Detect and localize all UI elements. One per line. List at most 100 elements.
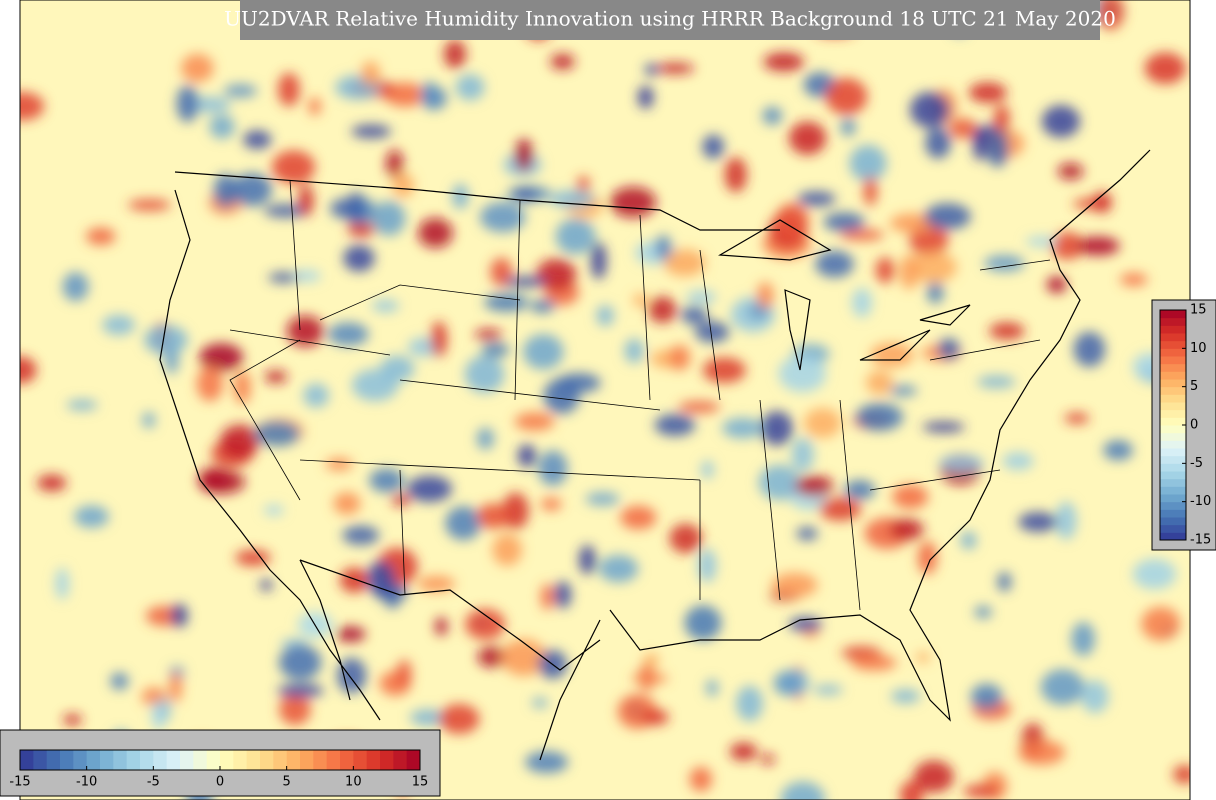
humidity-blob <box>384 591 401 609</box>
humidity-blob <box>1096 0 1125 30</box>
humidity-blob <box>899 780 924 800</box>
humidity-blob <box>1017 740 1065 765</box>
humidity-blob <box>417 575 456 592</box>
humidity-blob <box>724 157 747 193</box>
humidity-blob <box>1055 501 1077 540</box>
humidity-blob <box>778 355 827 393</box>
humidity-blob <box>909 251 957 283</box>
humidity-blob <box>277 72 300 107</box>
colorbar-step <box>353 750 368 770</box>
colorbar-step <box>1160 517 1186 526</box>
humidity-blob <box>523 334 564 370</box>
humidity-blob <box>342 525 380 545</box>
humidity-blob <box>819 497 862 521</box>
humidity-blob <box>1144 52 1186 84</box>
colorbar-step <box>1160 471 1186 480</box>
humidity-blob <box>825 78 868 115</box>
colorbar-tick-label: 15 <box>412 775 429 790</box>
humidity-blob <box>888 385 918 397</box>
humidity-blob <box>1076 236 1120 256</box>
humidity-blob <box>209 114 235 139</box>
humidity-blob <box>142 412 156 429</box>
colorbar-step <box>60 750 74 770</box>
humidity-blob <box>243 130 272 149</box>
humidity-blob <box>917 541 938 575</box>
humidity-blob <box>333 492 361 515</box>
colorbar-step <box>1160 486 1186 495</box>
humidity-blob <box>641 709 669 726</box>
humidity-blob <box>771 572 818 598</box>
humidity-blob <box>343 244 375 272</box>
boundaries <box>159 149 1151 761</box>
humidity-blob <box>102 314 136 336</box>
humidity-blob <box>63 714 82 726</box>
humidity-blob <box>577 175 590 194</box>
colorbar-step <box>1160 509 1186 518</box>
colorbar-step <box>1160 310 1186 319</box>
humidity-blob <box>788 617 823 632</box>
humidity-blob <box>855 403 904 431</box>
colorbar-step <box>1160 455 1186 464</box>
humidity-blob <box>110 672 129 690</box>
colorbar-step <box>206 750 221 770</box>
colorbar-tick-label: 5 <box>1190 379 1198 394</box>
humidity-blob <box>684 605 722 641</box>
humidity-blob <box>169 672 182 703</box>
colorbar-step <box>1160 402 1186 411</box>
colorbar-step <box>366 750 381 770</box>
colorbar-tick-label: -15 <box>1190 533 1211 548</box>
humidity-blob <box>983 255 1025 272</box>
humidity-blob <box>803 407 842 439</box>
humidity-blob <box>543 378 580 414</box>
humidity-blob <box>823 212 865 232</box>
humidity-blob <box>371 299 400 313</box>
humidity-blob <box>697 548 717 583</box>
humidity-blob <box>970 683 1003 710</box>
title-box <box>240 0 1100 40</box>
humidity-blob <box>325 458 353 471</box>
colorbar-step <box>220 750 234 770</box>
humidity-blob <box>477 646 507 668</box>
humidity-blob <box>1046 276 1067 294</box>
humidity-blob <box>924 203 971 230</box>
colorbar-step <box>1160 317 1186 326</box>
border <box>174 171 780 761</box>
humidity-blob <box>396 659 412 688</box>
humidity-blob <box>438 703 480 734</box>
humidity-blob <box>851 655 897 671</box>
colorbar-step <box>340 750 354 770</box>
humidity-blob <box>512 187 538 202</box>
humidity-blob <box>220 424 260 458</box>
colorbar-step <box>1160 333 1186 342</box>
humidity-blob <box>1025 236 1058 247</box>
humidity-blob <box>231 173 273 207</box>
humidity-blob <box>271 150 316 184</box>
humidity-blob <box>481 342 510 358</box>
humidity-blob <box>925 127 951 159</box>
humidity-blob <box>199 470 246 494</box>
humidity-blob <box>1071 622 1095 657</box>
humidity-blob <box>213 173 238 208</box>
humidity-blob <box>689 766 713 792</box>
humidity-blob <box>949 118 977 139</box>
humidity-blob <box>1050 232 1085 260</box>
humidity-blob <box>624 338 644 364</box>
humidity-blob <box>430 321 448 357</box>
humidity-blob <box>361 61 380 86</box>
humidity-blob <box>701 460 714 479</box>
colorbar-step <box>1160 524 1186 533</box>
humidity-blob <box>455 74 485 101</box>
humidity-blob <box>791 437 814 472</box>
humidity-blob <box>335 626 366 642</box>
humidity-blob <box>913 760 954 793</box>
colorbar-step <box>260 750 274 770</box>
colorbar-step <box>193 750 208 770</box>
humidity-blob <box>1132 558 1177 590</box>
humidity-blob <box>525 751 569 774</box>
humidity-blob <box>369 468 404 493</box>
humidity-blob <box>286 315 324 347</box>
humidity-blob <box>501 638 547 676</box>
humidity-blob <box>763 52 805 72</box>
humidity-blob <box>590 242 607 280</box>
